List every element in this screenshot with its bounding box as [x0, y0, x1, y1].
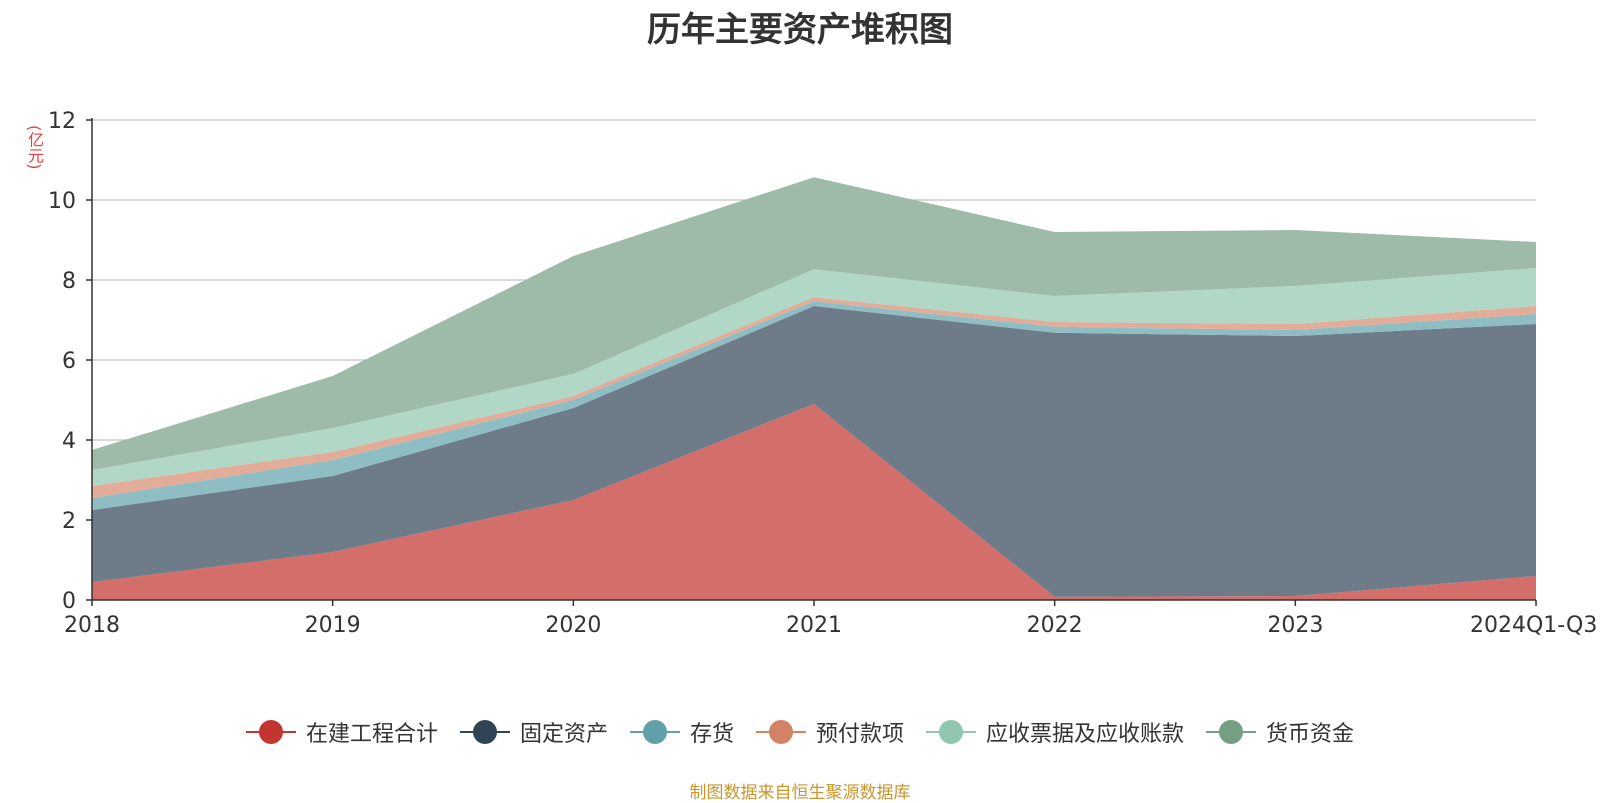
x-tick-label: 2021 — [786, 613, 842, 638]
data-source-note: 制图数据来自恒生聚源数据库 — [689, 783, 911, 803]
legend-item[interactable]: 货币资金 — [1206, 716, 1354, 748]
x-tick-label: 2024Q1-Q3 — [1470, 613, 1597, 638]
y-tick-label: 0 — [62, 589, 76, 614]
area-series-3 — [92, 301, 1536, 510]
y-tick-label: 6 — [62, 349, 76, 374]
legend-marker-icon — [245, 720, 296, 744]
area-series-4 — [92, 297, 1536, 498]
area-series-1 — [92, 404, 1536, 600]
area-series-2 — [92, 306, 1536, 597]
x-tick-label: 2020 — [545, 613, 601, 638]
y-tick-label: 10 — [48, 189, 76, 214]
legend-label: 固定资产 — [519, 722, 608, 747]
y-tick-label: 4 — [62, 429, 76, 454]
legend-marker-icon — [756, 720, 806, 744]
y-tick-label: 12 — [48, 109, 76, 134]
legend-label: 在建工程合计 — [305, 722, 438, 747]
legend-item[interactable]: 在建工程合计 — [245, 716, 438, 748]
legend-marker-icon — [1206, 720, 1257, 744]
legend-item[interactable]: 固定资产 — [459, 716, 608, 748]
legend-marker-icon — [459, 720, 510, 744]
legend-marker-icon — [629, 720, 680, 744]
y-tick-label: 8 — [62, 269, 76, 294]
area-series-6 — [92, 177, 1536, 470]
y-axis-unit-label: (亿元) — [25, 124, 44, 170]
legend-label: 预付款项 — [816, 722, 905, 747]
chart-legend: 在建工程合计 固定资产 存货 预付款项 应收票据及应收账款 货币资金 — [0, 716, 1600, 748]
legend-item[interactable]: 预付款项 — [756, 716, 904, 748]
x-tick-label: 2023 — [1267, 613, 1323, 638]
legend-item[interactable]: 存货 — [629, 716, 734, 748]
legend-label: 存货 — [689, 722, 734, 747]
legend-label: 应收票据及应收账款 — [986, 722, 1185, 747]
x-tick-label: 2018 — [64, 613, 120, 638]
legend-marker-icon — [926, 720, 977, 744]
chart-title: 历年主要资产堆积图 — [647, 10, 953, 50]
x-tick-label: 2019 — [305, 613, 361, 638]
x-tick-label: 2022 — [1027, 613, 1083, 638]
legend-item[interactable]: 应收票据及应收账款 — [926, 716, 1184, 748]
legend-label: 货币资金 — [1266, 722, 1355, 747]
y-tick-label: 2 — [62, 509, 76, 534]
area-series-5 — [92, 268, 1536, 486]
